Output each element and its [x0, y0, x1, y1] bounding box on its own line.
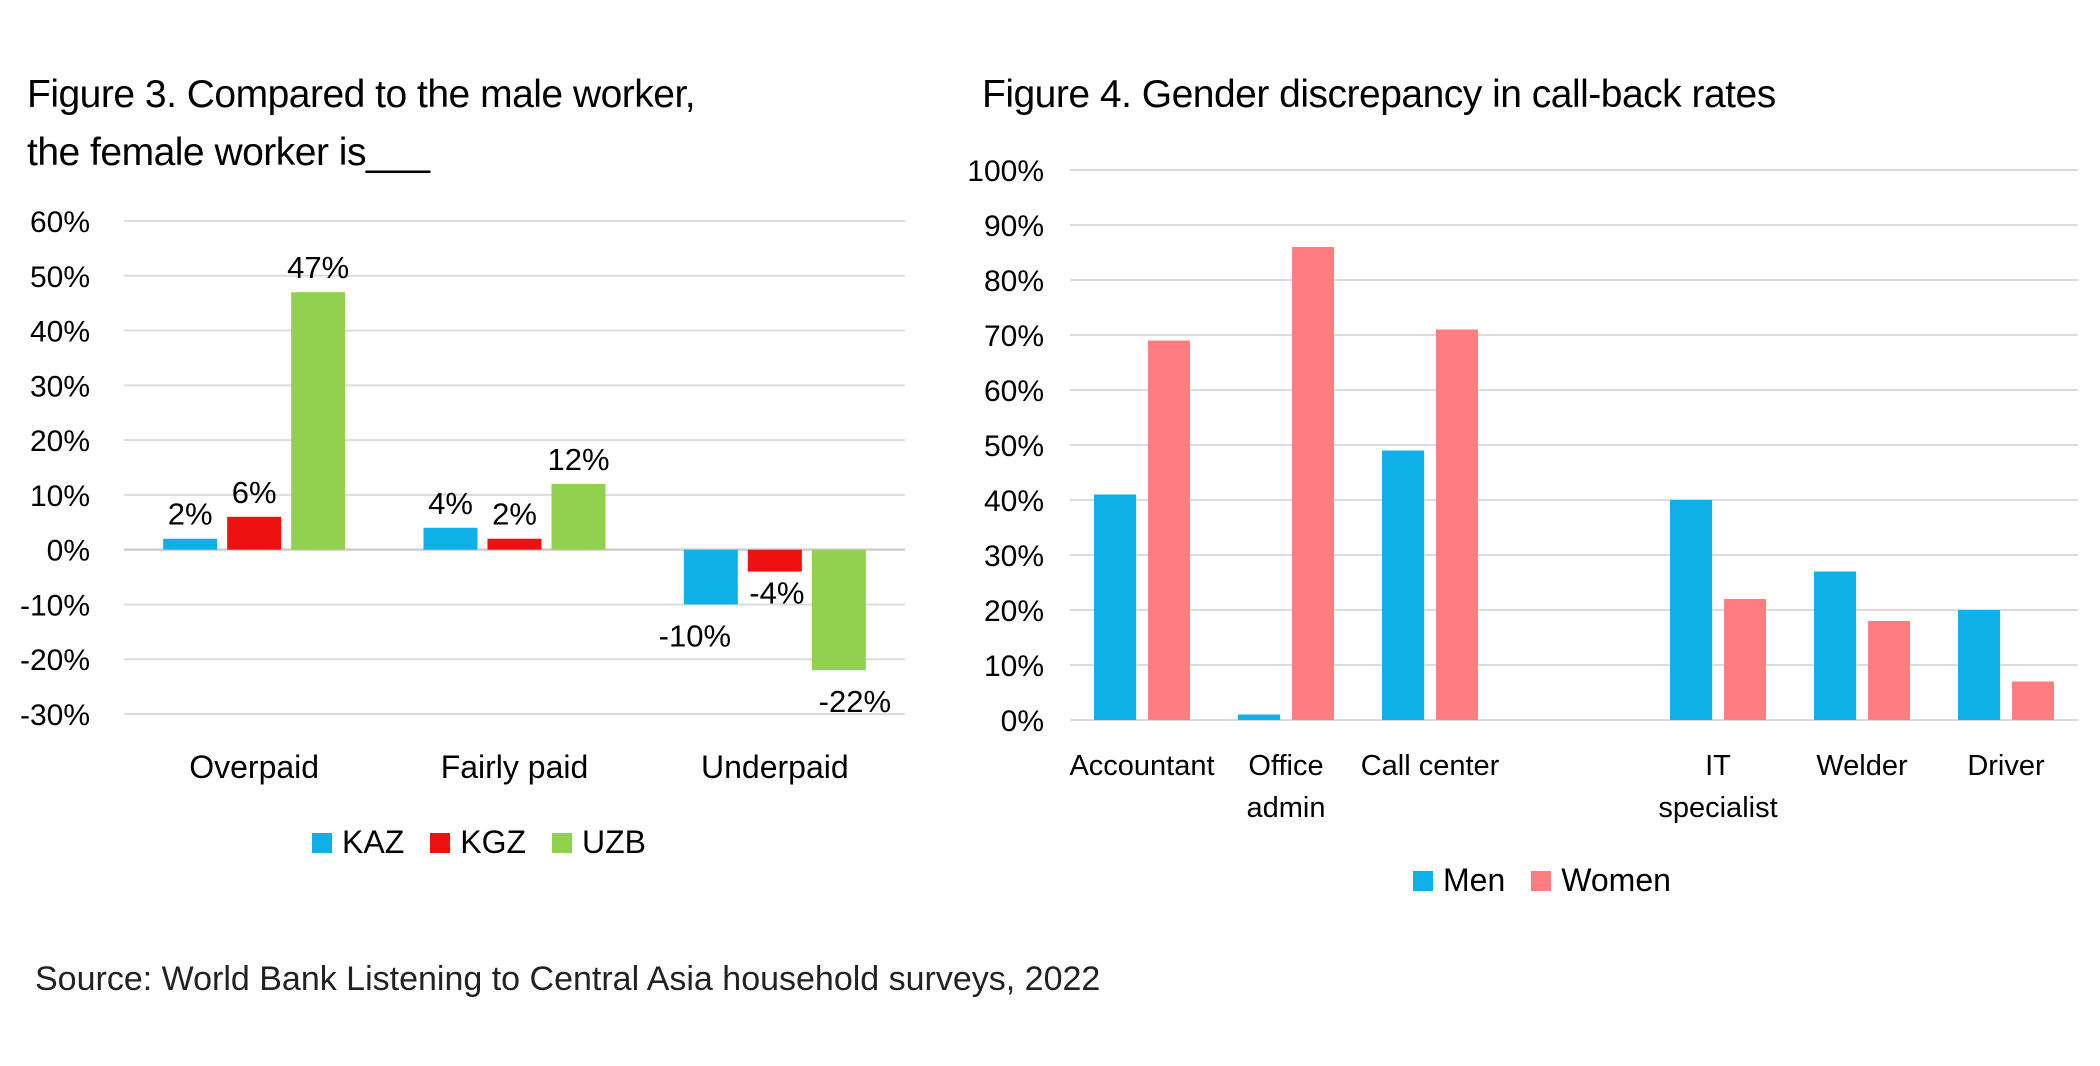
data-label-kaz-overpaid: 2% — [168, 497, 213, 532]
bar-kgz-overpaid — [227, 516, 282, 550]
x-tick-label-office-admin-line-1: Office — [1248, 750, 1323, 782]
legend-swatch-men — [1413, 870, 1433, 891]
bar-men-it-specialist — [1670, 500, 1712, 720]
legend-label-women: Women — [1561, 862, 1671, 898]
figure-4-chart: 100% 90% 80% 70% 60% 50% 40% 30% 20% 10% 0% Account… — [967, 155, 2078, 824]
x-tick-label-office-admin-line-2: admin — [1247, 792, 1326, 824]
y-tick-label-20: 20% — [984, 595, 1044, 628]
y-tick-label-100: 100% — [967, 155, 1044, 188]
figure-3-title-line-2: the female worker is___ — [27, 131, 430, 174]
bar-women-welder — [1868, 621, 1910, 720]
data-label-uzb-underpaid: -22% — [819, 684, 891, 719]
bar-uzb-fairly-paid — [551, 483, 606, 550]
bar-uzb-underpaid — [811, 549, 866, 671]
bar-women-accountant — [1148, 340, 1190, 720]
legend-swatch-kgz — [430, 832, 451, 853]
bar-kaz-underpaid — [683, 549, 738, 605]
bar-men-welder — [1814, 571, 1856, 720]
x-tick-label-fairly-paid: Fairly paid — [441, 749, 589, 785]
y-tick-label-70: 70% — [984, 320, 1044, 353]
bar-men-accountant — [1094, 494, 1136, 720]
y-tick-label-50: 50% — [30, 261, 90, 294]
y-tick-label-50: 50% — [984, 430, 1044, 463]
y-tick-label-10: 10% — [30, 480, 90, 513]
legend-item-men: Men — [1413, 862, 1505, 899]
legend-swatch-uzb — [552, 832, 573, 853]
data-label-kgz-fairly-paid: 2% — [492, 497, 537, 532]
y-tick-label-30: -30% — [20, 699, 90, 732]
legend-swatch-women — [1531, 870, 1552, 891]
legend-item-uzb: UZB — [552, 824, 646, 861]
legend-label-uzb: UZB — [582, 824, 647, 860]
source-note: Source: World Bank Listening to Central … — [35, 960, 1101, 998]
y-tick-label-20: 20% — [30, 425, 90, 458]
data-label-kaz-underpaid: -10% — [659, 618, 731, 653]
y-tick-label-0: 0% — [47, 535, 90, 568]
figure-3-chart: 60% 50% 40% 30% 20% 10% 0% -10% -20% -30% Overpaid… — [20, 206, 905, 785]
bar-women-driver — [2012, 681, 2054, 720]
x-tick-label-overpaid: Overpaid — [189, 749, 319, 785]
y-tick-label-20: -20% — [20, 644, 90, 677]
figure-4-panel: Figure 4. Gender discrepancy in call-bac… — [960, 0, 2100, 960]
legend-item-women: Women — [1531, 862, 1671, 899]
legend-label-kaz: KAZ — [342, 824, 405, 860]
bar-uzb-overpaid — [291, 292, 346, 550]
figure-3-panel: Figure 3. Compared to the male worker, t… — [0, 0, 960, 960]
legend-label-men: Men — [1443, 862, 1506, 898]
data-label-uzb-fairly-paid: 12% — [547, 442, 609, 477]
x-tick-label-underpaid: Underpaid — [701, 749, 849, 785]
bar-women-call-center — [1436, 329, 1478, 720]
y-tick-label-30: 30% — [984, 540, 1044, 573]
data-label-kgz-overpaid: 6% — [232, 475, 277, 510]
x-tick-label-driver: Driver — [1967, 750, 2045, 782]
figure-3-title-line-1: Figure 3. Compared to the male worker, — [27, 73, 696, 116]
y-tick-label-60: 60% — [30, 206, 90, 239]
data-label-uzb-overpaid: 47% — [287, 250, 349, 285]
x-tick-label-accountant: Accountant — [1069, 750, 1214, 782]
y-tick-label-10: -10% — [20, 589, 90, 622]
bar-men-call-center — [1382, 450, 1424, 720]
bar-kgz-fairly-paid — [487, 538, 542, 550]
y-tick-label-40: 40% — [30, 316, 90, 349]
y-tick-label-80: 80% — [984, 265, 1044, 298]
data-label-kgz-underpaid: -4% — [749, 576, 804, 611]
bar-kaz-fairly-paid — [423, 527, 478, 550]
x-tick-label-it-specialist-line-2: specialist — [1658, 792, 1777, 824]
bar-women-office-admin — [1292, 247, 1334, 720]
x-tick-label-call-center: Call center — [1361, 750, 1500, 782]
figure-3-legend: KAZ KGZ UZB — [312, 824, 672, 861]
legend-item-kgz: KGZ — [430, 824, 526, 861]
figure-4-title: Figure 4. Gender discrepancy in call-bac… — [982, 73, 1776, 116]
x-tick-label-welder: Welder — [1816, 750, 1908, 782]
legend-swatch-kaz — [312, 832, 332, 853]
bar-kaz-overpaid — [163, 538, 218, 550]
x-tick-label-it-specialist-line-1: IT — [1705, 750, 1731, 782]
figure-4-legend: Men Women — [1413, 862, 1697, 899]
y-tick-label-0: 0% — [1001, 705, 1044, 738]
bar-men-office-admin — [1238, 714, 1280, 720]
y-tick-label-60: 60% — [984, 375, 1044, 408]
data-label-kaz-fairly-paid: 4% — [428, 486, 473, 521]
y-tick-label-30: 30% — [30, 370, 90, 403]
y-tick-label-40: 40% — [984, 485, 1044, 518]
bar-men-driver — [1958, 610, 2000, 720]
y-tick-label-90: 90% — [984, 210, 1044, 243]
bar-kgz-underpaid — [747, 549, 802, 572]
legend-label-kgz: KGZ — [460, 824, 527, 860]
legend-item-kaz: KAZ — [312, 824, 404, 861]
bar-women-it-specialist — [1724, 599, 1766, 720]
y-tick-label-10: 10% — [984, 650, 1044, 683]
